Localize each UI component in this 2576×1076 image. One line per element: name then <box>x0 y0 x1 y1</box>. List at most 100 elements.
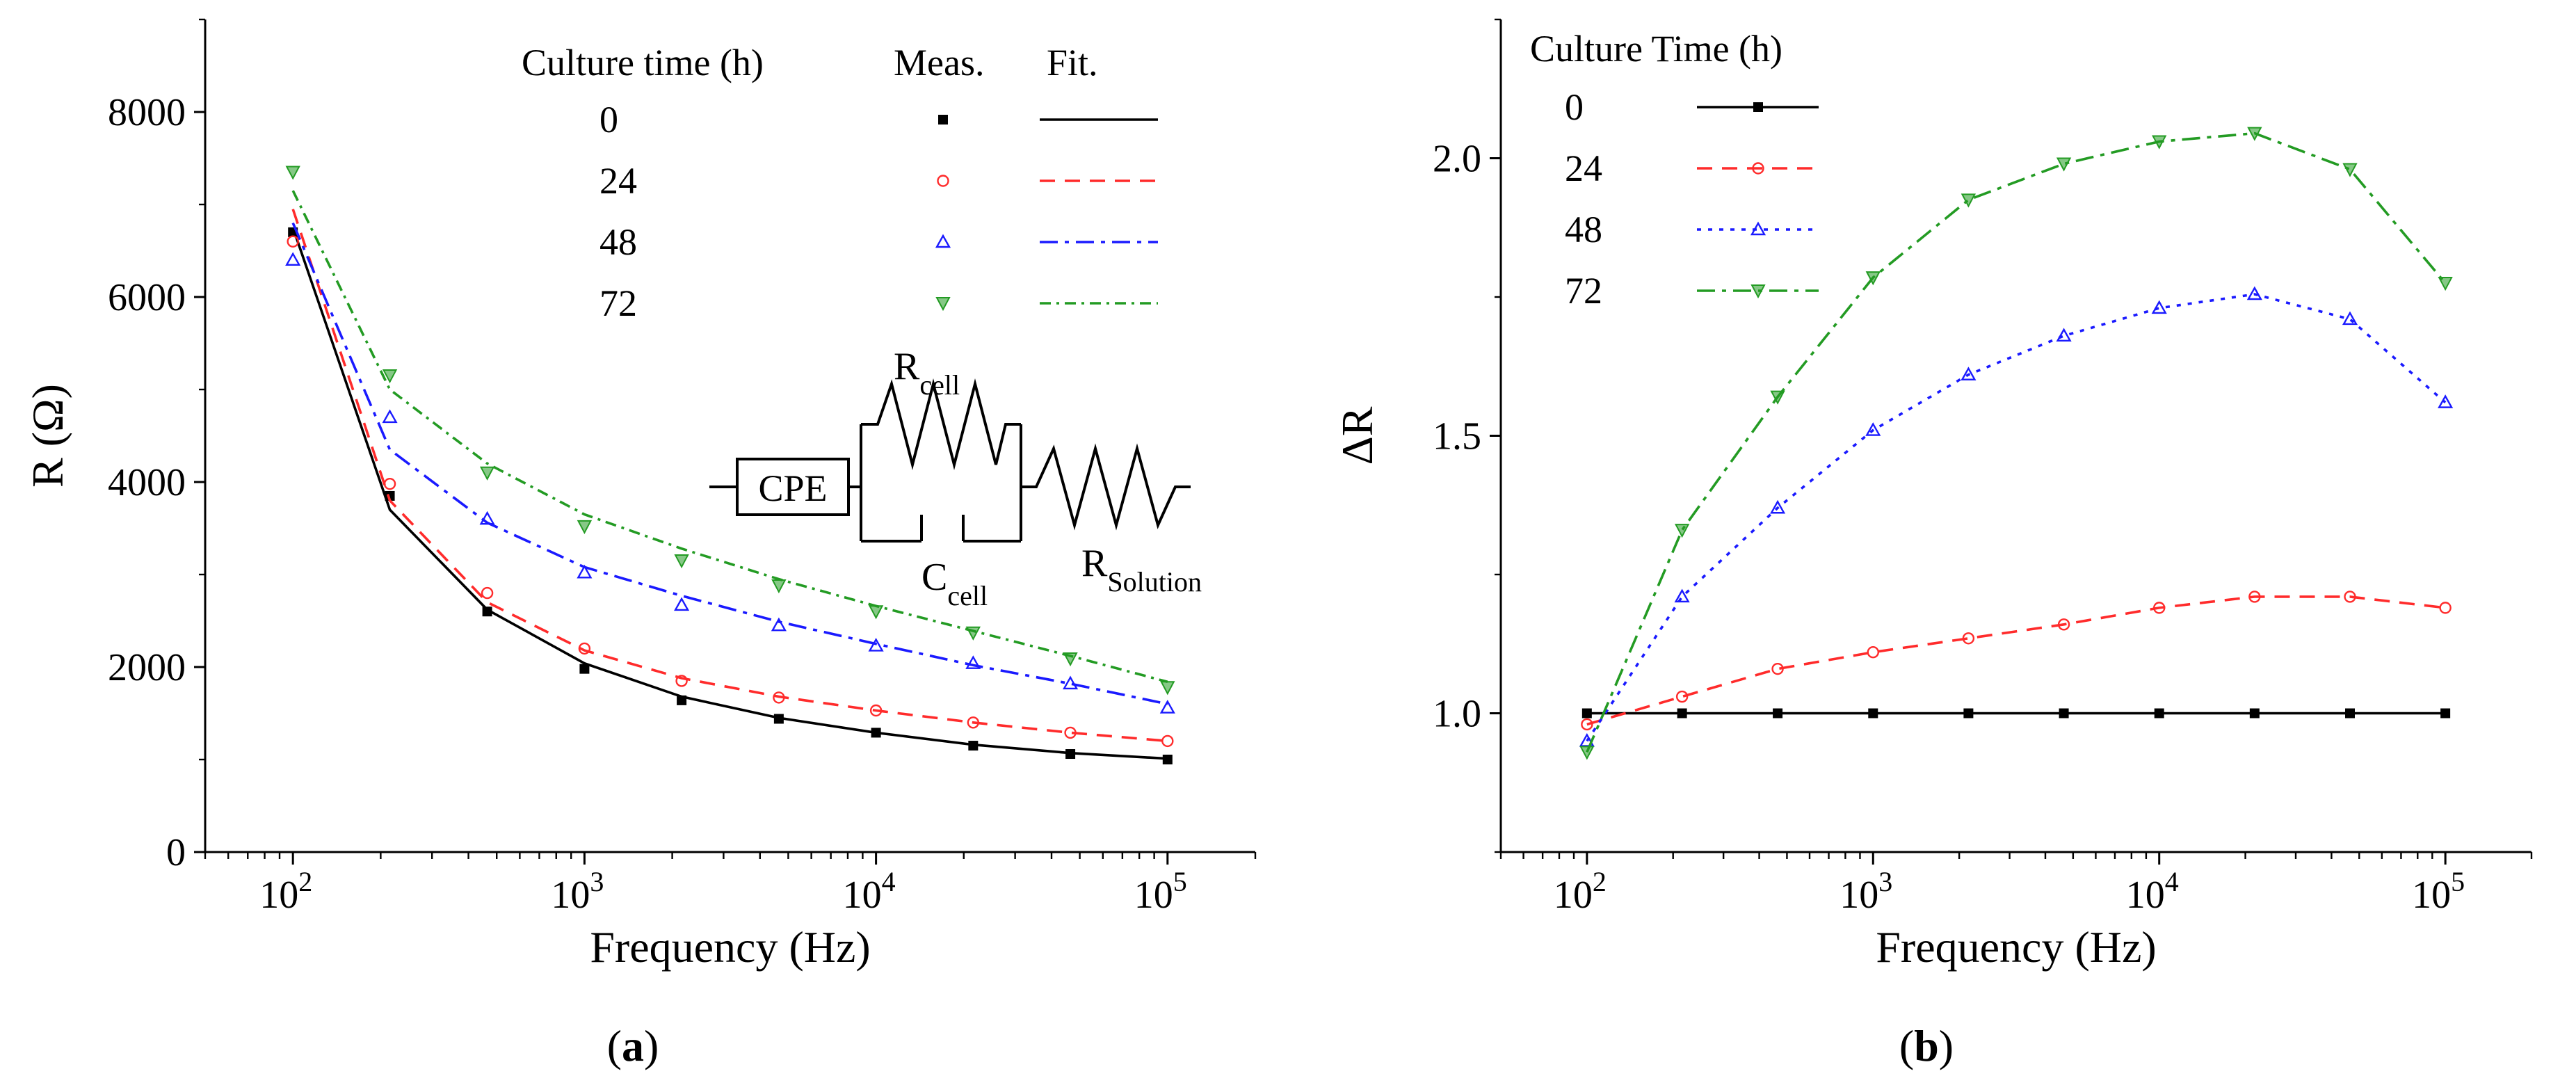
series-72 <box>285 166 1175 696</box>
data-point <box>1961 367 1977 380</box>
data-point <box>2056 328 2072 342</box>
data-point <box>1868 708 1878 718</box>
data-point <box>675 675 688 687</box>
data-point <box>1674 588 1690 603</box>
data-point <box>868 605 884 620</box>
paren-close: ) <box>1939 1021 1954 1070</box>
data-point <box>285 166 300 180</box>
legend-label: 24 <box>1565 147 1602 189</box>
data-point <box>2439 602 2452 614</box>
legend-label: 48 <box>1565 209 1602 250</box>
x-tick-label: 103 <box>551 866 604 917</box>
data-point <box>2247 127 2262 141</box>
cpe-label: CPE <box>758 467 827 509</box>
resistor-rcell <box>861 378 1021 470</box>
legend-fit-header: Fit. <box>1047 42 1098 83</box>
data-point <box>383 477 396 490</box>
x-axis-title: Frequency (Hz) <box>1876 922 2156 972</box>
x-tick-base: 10 <box>259 874 298 917</box>
rcell-label-main: R <box>894 345 920 388</box>
panel-label: (b) <box>1899 1021 1954 1070</box>
legend-meas-header: Meas. <box>894 42 984 83</box>
y-tick-label: 8000 <box>108 91 186 134</box>
y-tick-label: 1.5 <box>1433 415 1481 458</box>
data-point <box>1675 690 1689 703</box>
x-tick-label: 102 <box>1554 866 1607 917</box>
data-point <box>2345 708 2356 718</box>
data-point <box>1161 734 1174 748</box>
data-point <box>579 664 590 674</box>
rsolution-label-sub: Solution <box>1107 566 1202 597</box>
data-point <box>1770 499 1786 514</box>
data-point <box>773 691 785 704</box>
resistor-rsolution <box>1021 443 1191 531</box>
panel-label: (a) <box>607 1021 659 1070</box>
data-point <box>1581 708 1592 718</box>
legend-label: 72 <box>599 282 637 324</box>
data-point <box>1771 662 1784 675</box>
data-point <box>479 511 495 525</box>
data-point <box>1962 632 1975 645</box>
data-point <box>771 579 787 594</box>
series-24 <box>1581 591 2452 731</box>
data-point <box>868 637 884 652</box>
series-line <box>1586 131 2447 753</box>
ccell-label: Ccell <box>921 556 988 611</box>
x-tick-exp: 5 <box>1173 866 1187 897</box>
x-tick-exp: 2 <box>1593 866 1607 897</box>
legend-label: 0 <box>1565 86 1584 128</box>
data-point <box>1677 708 1687 718</box>
x-tick-base: 10 <box>2126 874 2165 917</box>
data-point <box>771 617 787 632</box>
series-48 <box>1579 286 2454 747</box>
data-point <box>2246 286 2262 300</box>
y-tick-label: 6000 <box>108 276 186 319</box>
x-tick-exp: 4 <box>2165 866 2179 897</box>
x-tick-exp: 3 <box>590 866 604 897</box>
data-point <box>479 466 495 481</box>
data-point <box>1961 193 1977 208</box>
data-point <box>2153 602 2166 614</box>
y-tick-label: 0 <box>166 831 186 874</box>
data-point <box>1579 746 1595 760</box>
legend-marker <box>937 175 949 187</box>
x-tick-base: 10 <box>551 874 590 917</box>
data-point <box>967 716 980 729</box>
data-point <box>773 714 784 724</box>
data-point <box>1160 681 1175 696</box>
data-point <box>2344 591 2356 603</box>
x-tick-base: 10 <box>843 874 882 917</box>
x-tick-label: 103 <box>1840 866 1892 917</box>
x-tick-label: 105 <box>1134 866 1187 917</box>
data-point <box>2249 708 2260 718</box>
x-axis-title: Frequency (Hz) <box>590 922 870 972</box>
paren-close: ) <box>644 1021 659 1070</box>
data-point <box>965 655 981 669</box>
data-point <box>2438 277 2453 291</box>
data-point <box>2057 618 2070 631</box>
legend-label: 72 <box>1565 270 1602 312</box>
legend-title: Culture Time (h) <box>1530 28 1782 70</box>
data-point <box>674 554 689 569</box>
y-tick-label: 2000 <box>108 646 186 689</box>
data-point <box>677 695 687 705</box>
data-point <box>1063 652 1078 667</box>
data-point <box>1770 390 1785 405</box>
x-tick-label: 104 <box>2126 866 2179 917</box>
data-point <box>2438 394 2454 408</box>
legend-marker <box>935 234 951 248</box>
data-point <box>2342 311 2358 326</box>
rcell-label: Rcell <box>894 345 960 401</box>
legend-marker <box>1750 221 1766 236</box>
data-point <box>1773 708 1783 718</box>
x-tick-base: 10 <box>1554 874 1593 917</box>
data-point <box>2342 163 2358 177</box>
paren-open: ( <box>607 1021 622 1070</box>
data-point <box>1865 422 1881 436</box>
data-point <box>481 586 494 600</box>
legend-marker <box>935 297 951 312</box>
x-tick-exp: 2 <box>298 866 312 897</box>
legend-marker <box>938 115 948 125</box>
